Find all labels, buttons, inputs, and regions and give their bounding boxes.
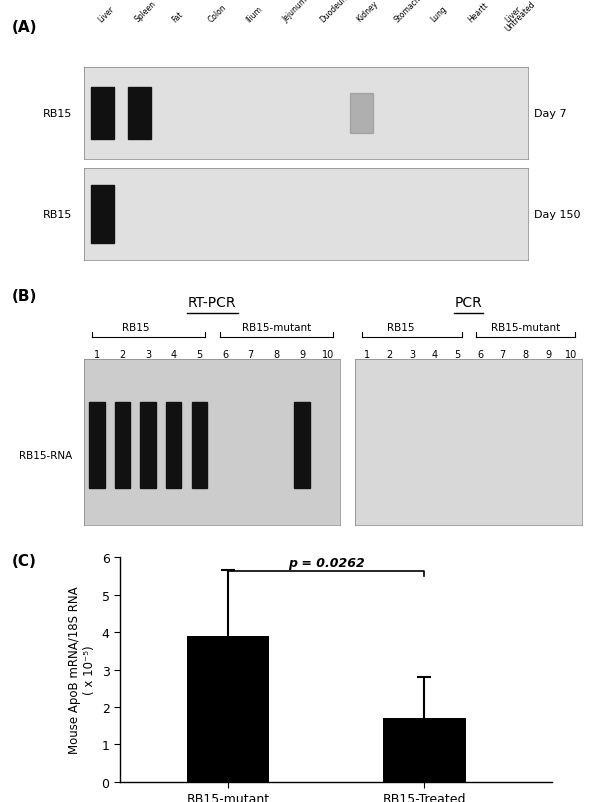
Bar [166, 403, 181, 488]
Text: 3: 3 [409, 350, 415, 359]
Text: RB15: RB15 [387, 322, 415, 332]
Text: Liver: Liver [96, 4, 116, 24]
Bar [383, 719, 466, 782]
Text: RT-PCR: RT-PCR [188, 295, 236, 309]
Text: Lung: Lung [429, 5, 449, 24]
Text: RB15-RNA: RB15-RNA [19, 451, 72, 460]
Bar [128, 88, 151, 140]
Bar [115, 403, 130, 488]
Text: 6: 6 [222, 350, 228, 359]
Bar [91, 88, 115, 140]
Text: RB15-mutant: RB15-mutant [491, 322, 560, 332]
Text: 5: 5 [196, 350, 203, 359]
Text: RB15: RB15 [43, 109, 72, 119]
Bar [192, 403, 207, 488]
Text: Fat: Fat [170, 10, 185, 24]
Bar [89, 403, 104, 488]
Text: 8: 8 [523, 350, 529, 359]
Text: Spleen: Spleen [133, 0, 158, 24]
Text: Jejunum: Jejunum [281, 0, 310, 24]
Text: Untreated: Untreated [503, 0, 537, 34]
Text: 2: 2 [119, 350, 125, 359]
Text: 10: 10 [565, 350, 577, 359]
Text: Liver: Liver [503, 4, 523, 24]
Text: 4: 4 [431, 350, 438, 359]
Bar [350, 94, 373, 134]
Bar [140, 403, 156, 488]
Text: 6: 6 [477, 350, 483, 359]
Text: Day 7: Day 7 [534, 109, 566, 119]
Text: Ilium: Ilium [244, 4, 264, 24]
Text: 4: 4 [171, 350, 177, 359]
Text: 1: 1 [94, 350, 100, 359]
Bar [91, 186, 115, 244]
Text: p = 0.0262: p = 0.0262 [288, 557, 365, 569]
Text: (B): (B) [12, 289, 37, 304]
Text: Colon: Colon [207, 2, 229, 24]
Text: 9: 9 [299, 350, 305, 359]
Text: Day 150: Day 150 [534, 210, 581, 220]
Text: 1: 1 [364, 350, 370, 359]
Text: (A): (A) [12, 20, 37, 35]
Y-axis label: Mouse ApoB mRNA/18S RNA
( x 10⁻⁵): Mouse ApoB mRNA/18S RNA ( x 10⁻⁵) [68, 586, 96, 753]
Text: 3: 3 [145, 350, 151, 359]
Text: RB15: RB15 [122, 322, 149, 332]
Bar [187, 636, 269, 782]
Text: PCR: PCR [455, 295, 482, 309]
Text: Kidney: Kidney [355, 0, 380, 24]
Text: 2: 2 [386, 350, 392, 359]
Text: 9: 9 [545, 350, 551, 359]
Text: 5: 5 [454, 350, 461, 359]
Text: 7: 7 [248, 350, 254, 359]
Bar [295, 403, 310, 488]
Text: 10: 10 [322, 350, 334, 359]
Text: RB15: RB15 [43, 210, 72, 220]
Text: (C): (C) [12, 553, 37, 569]
Text: 7: 7 [500, 350, 506, 359]
Text: Heartt: Heartt [466, 0, 490, 24]
Text: 8: 8 [273, 350, 280, 359]
Text: RB15-mutant: RB15-mutant [242, 322, 311, 332]
Text: Stomach: Stomach [392, 0, 422, 24]
Text: Duodeum: Duodeum [318, 0, 351, 24]
